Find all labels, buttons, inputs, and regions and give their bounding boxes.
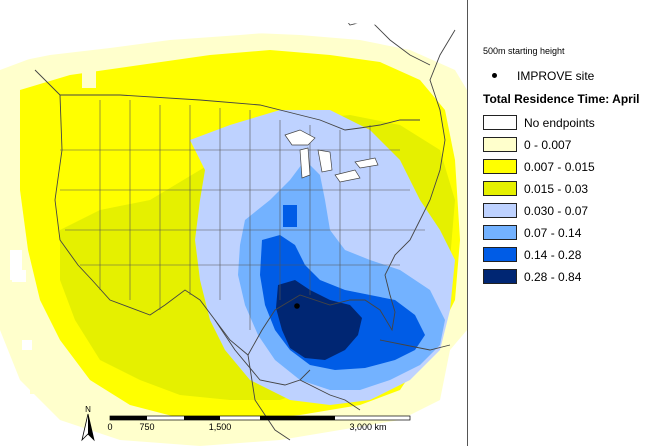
legend-item: 0.07 - 0.14 bbox=[483, 224, 663, 242]
scale-bar: 0 750 1,500 3,000 km bbox=[107, 415, 411, 432]
legend-swatch bbox=[483, 137, 517, 152]
legend-label: 0 - 0.007 bbox=[524, 138, 572, 152]
legend-item: 0.030 - 0.07 bbox=[483, 202, 663, 220]
legend-swatch bbox=[483, 115, 517, 130]
residence-time-map: N 0 750 1,500 3,000 km bbox=[0, 0, 467, 446]
scale-label-1500: 1,500 bbox=[209, 422, 232, 432]
legend-swatch bbox=[483, 159, 517, 174]
legend-item: 0.28 - 0.84 bbox=[483, 268, 663, 286]
legend-item: 0.007 - 0.015 bbox=[483, 158, 663, 176]
scale-label-750: 750 bbox=[139, 422, 154, 432]
legend-label: 0.007 - 0.015 bbox=[524, 160, 595, 174]
legend-item: 0.015 - 0.03 bbox=[483, 180, 663, 198]
legend-label: 0.28 - 0.84 bbox=[524, 270, 582, 284]
legend-swatch bbox=[483, 269, 517, 284]
site-dot-icon bbox=[492, 73, 497, 78]
north-label: N bbox=[85, 405, 91, 414]
legend-item: No endpoints bbox=[483, 114, 663, 132]
north-arrow-icon: N bbox=[81, 405, 95, 442]
legend-item: 0 - 0.007 bbox=[483, 136, 663, 154]
gulf-water bbox=[0, 0, 467, 65]
map-panel: N 0 750 1,500 3,000 km bbox=[0, 0, 468, 446]
scale-label-3000: 3,000 km bbox=[349, 422, 386, 432]
legend-title: Total Residence Time: April bbox=[483, 92, 640, 106]
site-dot-icon[interactable] bbox=[294, 303, 300, 309]
legend-subtitle: 500m starting height bbox=[483, 46, 565, 56]
legend-site-label: IMPROVE site bbox=[517, 69, 595, 83]
legend-label: 0.015 - 0.03 bbox=[524, 182, 589, 196]
legend-swatch bbox=[483, 181, 517, 196]
legend-swatch bbox=[483, 225, 517, 240]
scale-label-0: 0 bbox=[107, 422, 112, 432]
legend-label: 0.07 - 0.14 bbox=[524, 226, 582, 240]
legend-label: No endpoints bbox=[524, 116, 595, 130]
legend-swatch bbox=[483, 203, 517, 218]
legend-swatch bbox=[483, 247, 517, 262]
legend-label: 0.14 - 0.28 bbox=[524, 248, 582, 262]
country-outlines bbox=[34, 0, 456, 441]
state-borders bbox=[60, 100, 425, 330]
legend: 500m starting height IMPROVE site Total … bbox=[468, 0, 663, 446]
legend-item: 0.14 - 0.28 bbox=[483, 246, 663, 264]
legend-label: 0.030 - 0.07 bbox=[524, 204, 589, 218]
great-lakes bbox=[284, 129, 379, 183]
zone-darkest bbox=[276, 280, 362, 360]
